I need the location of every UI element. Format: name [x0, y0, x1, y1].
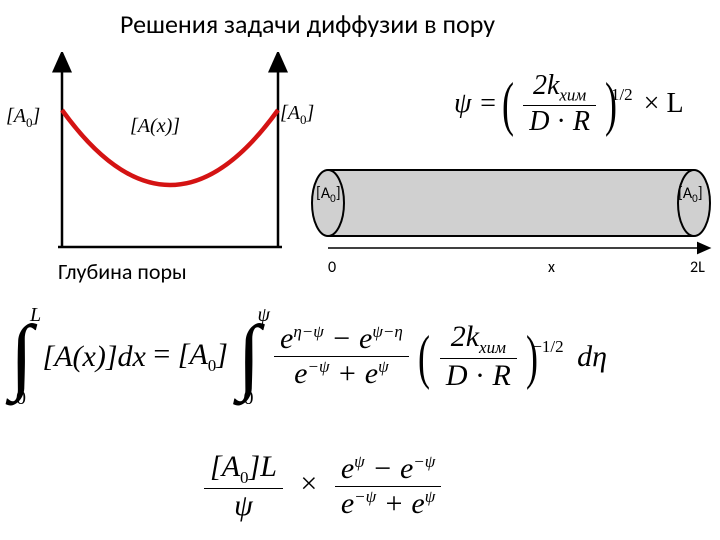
graph-right-label: [A0]	[280, 102, 314, 128]
concentration-graph	[40, 52, 300, 252]
page-title: Решения задачи диффузии в пору	[120, 8, 620, 40]
eq-integral: ∫L0 [A(x)]dx = [A0] ∫ψ0 eη−ψ − eψ−η e−ψ …	[8, 320, 607, 393]
cyl-right-label: [A0]	[678, 184, 703, 205]
eq-result: [A0]L ψ × eψ − e−ψ e−ψ + eψ	[200, 450, 445, 523]
pore-cylinder	[310, 168, 715, 268]
cyl-left-label: [A0]	[316, 184, 341, 205]
eq-psi: ψ = ( 2kхим D · R )1/2 × L	[454, 70, 684, 138]
cyl-axis-zero: 0	[328, 258, 336, 277]
graph-caption: Глубина поры	[58, 258, 187, 285]
cyl-axis-2l: 2L	[690, 258, 705, 277]
graph-left-label: [A0]	[6, 105, 40, 131]
cyl-axis-x: x	[548, 258, 555, 277]
graph-mid-label: [A(x)]	[130, 115, 180, 138]
